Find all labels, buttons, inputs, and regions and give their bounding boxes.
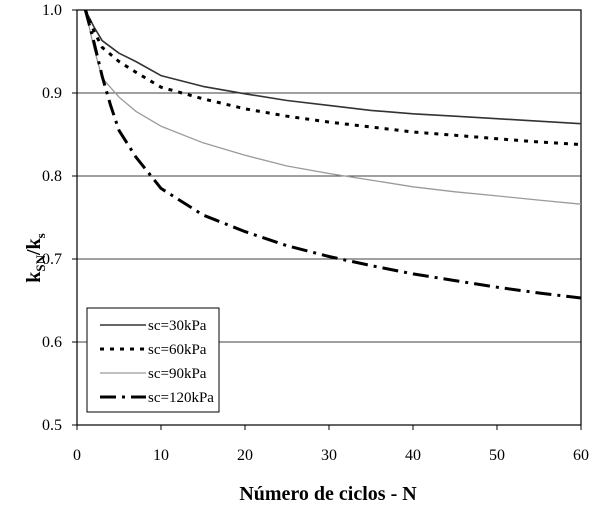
y-axis-title-main: k bbox=[23, 271, 45, 283]
x-tick-label: 30 bbox=[321, 447, 337, 464]
legend: sc=30kPa sc=60kPa sc=90kPa sc=120kPa bbox=[86, 307, 220, 413]
y-tick-label: 0.8 bbox=[42, 168, 62, 185]
x-tick-label: 50 bbox=[489, 447, 505, 464]
series-line-2 bbox=[84, 9, 582, 146]
y-tick-label: 1.0 bbox=[42, 2, 62, 19]
legend-label-1: sc=30kPa bbox=[148, 318, 207, 334]
gridlines bbox=[77, 92, 581, 343]
x-tick-label: 10 bbox=[153, 447, 169, 464]
series-line-4 bbox=[83, 9, 582, 300]
y-axis-title-sub1: SN bbox=[33, 254, 48, 271]
y-axis: 0.5 0.6 0.7 0.8 0.9 1.0 bbox=[42, 2, 77, 434]
y-axis-title-mid: /k bbox=[23, 237, 45, 256]
series-line-1 bbox=[84, 9, 582, 125]
x-axis-title: Número de ciclos - N bbox=[239, 483, 417, 505]
legend-label-2: sc=60kPa bbox=[148, 342, 207, 358]
y-tick-label: 0.6 bbox=[42, 334, 62, 351]
legend-label-4: sc=120kPa bbox=[148, 390, 214, 406]
y-axis-title: kSN/ks bbox=[23, 233, 48, 283]
y-tick-label: 0.7 bbox=[42, 251, 62, 268]
x-tick-label: 40 bbox=[405, 447, 421, 464]
series-group bbox=[83, 9, 582, 300]
x-tick-label: 60 bbox=[573, 447, 589, 464]
series-line-3 bbox=[84, 9, 582, 205]
y-axis-title-sub2: s bbox=[33, 233, 48, 238]
legend-label-3: sc=90kPa bbox=[148, 366, 207, 382]
x-tick-label: 20 bbox=[237, 447, 253, 464]
x-tick-label: 0 bbox=[73, 447, 81, 464]
y-tick-label: 0.9 bbox=[42, 85, 62, 102]
x-axis: 0 10 20 30 40 50 60 bbox=[73, 425, 589, 464]
y-tick-label: 0.5 bbox=[42, 417, 62, 434]
